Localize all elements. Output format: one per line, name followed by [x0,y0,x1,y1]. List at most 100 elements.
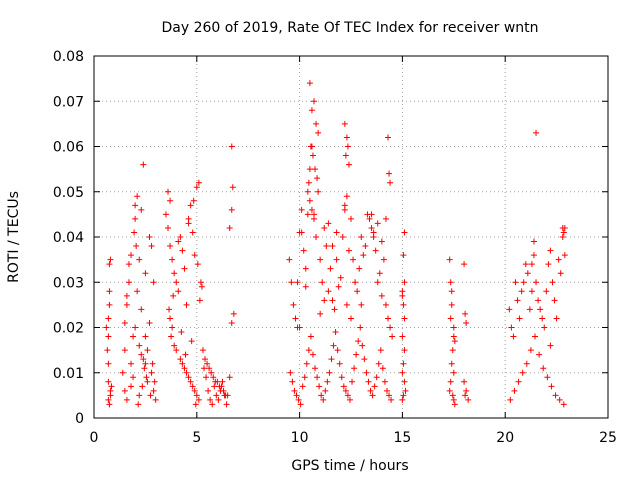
data-point [125,279,132,286]
data-point [173,279,180,286]
data-point [354,288,361,295]
data-point [373,374,380,381]
data-point [327,265,334,272]
data-point [139,383,146,390]
data-point [167,197,174,204]
data-point [465,396,472,403]
data-point [141,365,148,372]
data-point [289,378,296,385]
data-point [169,256,176,263]
data-point [450,333,457,340]
data-point [344,143,351,150]
data-point [317,310,324,317]
data-point [329,297,336,304]
data-point [108,383,115,390]
data-point [219,378,226,385]
data-point [530,252,537,259]
data-point [348,215,354,222]
data-point [297,401,304,408]
data-point [106,401,113,408]
data-point [123,292,130,299]
data-point [136,392,143,399]
data-point [146,319,153,326]
data-point [189,383,196,390]
data-point [228,143,235,150]
data-point [532,333,539,340]
data-point [203,374,210,381]
data-point [168,333,175,340]
data-point [401,229,408,236]
data-point [547,342,554,349]
data-point [449,347,456,354]
data-point [287,369,294,376]
data-point [350,256,357,263]
data-point [556,396,563,403]
data-point [208,369,215,376]
data-point [448,360,455,367]
data-point [516,315,523,322]
data-point [310,98,317,105]
data-point [142,333,149,340]
data-point [171,342,178,349]
data-point [380,256,387,263]
y-tick-label: 0.02 [53,321,84,337]
data-point [105,360,112,367]
data-point [130,333,137,340]
data-point [355,338,362,345]
x-tick-label: 25 [599,430,617,446]
data-point [177,234,184,240]
data-point [190,197,197,204]
data-point [135,401,142,408]
data-point [309,152,316,159]
data-point [401,315,408,322]
data-point [228,319,235,326]
data-point [306,80,313,87]
data-point [446,387,453,394]
data-point [370,229,377,236]
data-point [316,383,323,390]
data-point [147,392,154,399]
x-tick-label: 0 [90,430,99,446]
data-point [333,229,340,236]
data-point [300,247,307,254]
data-point [229,184,236,191]
data-point [402,387,409,394]
data-point [107,256,114,263]
data-point [326,369,333,376]
data-point [520,279,527,286]
data-point [336,360,343,367]
data-point [533,129,540,136]
data-point [136,256,143,263]
data-point [105,378,112,385]
data-point [105,396,112,403]
data-point [179,247,186,254]
data-point [314,374,321,381]
data-point [451,401,458,408]
data-point [385,134,392,141]
data-point [178,329,185,336]
data-point [230,310,237,317]
data-point [310,215,317,222]
y-tick-label: 0.03 [53,275,84,291]
data-point [358,234,365,240]
data-point [510,333,517,340]
data-point [177,356,184,363]
data-points [103,80,568,408]
data-point [385,315,392,322]
data-point [142,360,149,367]
data-point [341,120,348,127]
data-point [192,401,199,408]
data-point [309,351,316,358]
data-point [187,378,194,385]
data-point [148,243,155,250]
data-point [293,392,300,399]
data-point [507,396,514,403]
data-point [345,247,352,254]
data-point [106,261,113,268]
data-point [213,392,220,399]
data-point [508,324,515,331]
data-point [226,224,233,231]
data-point [536,351,543,358]
x-tick-label: 10 [291,430,309,446]
data-point [386,392,393,399]
